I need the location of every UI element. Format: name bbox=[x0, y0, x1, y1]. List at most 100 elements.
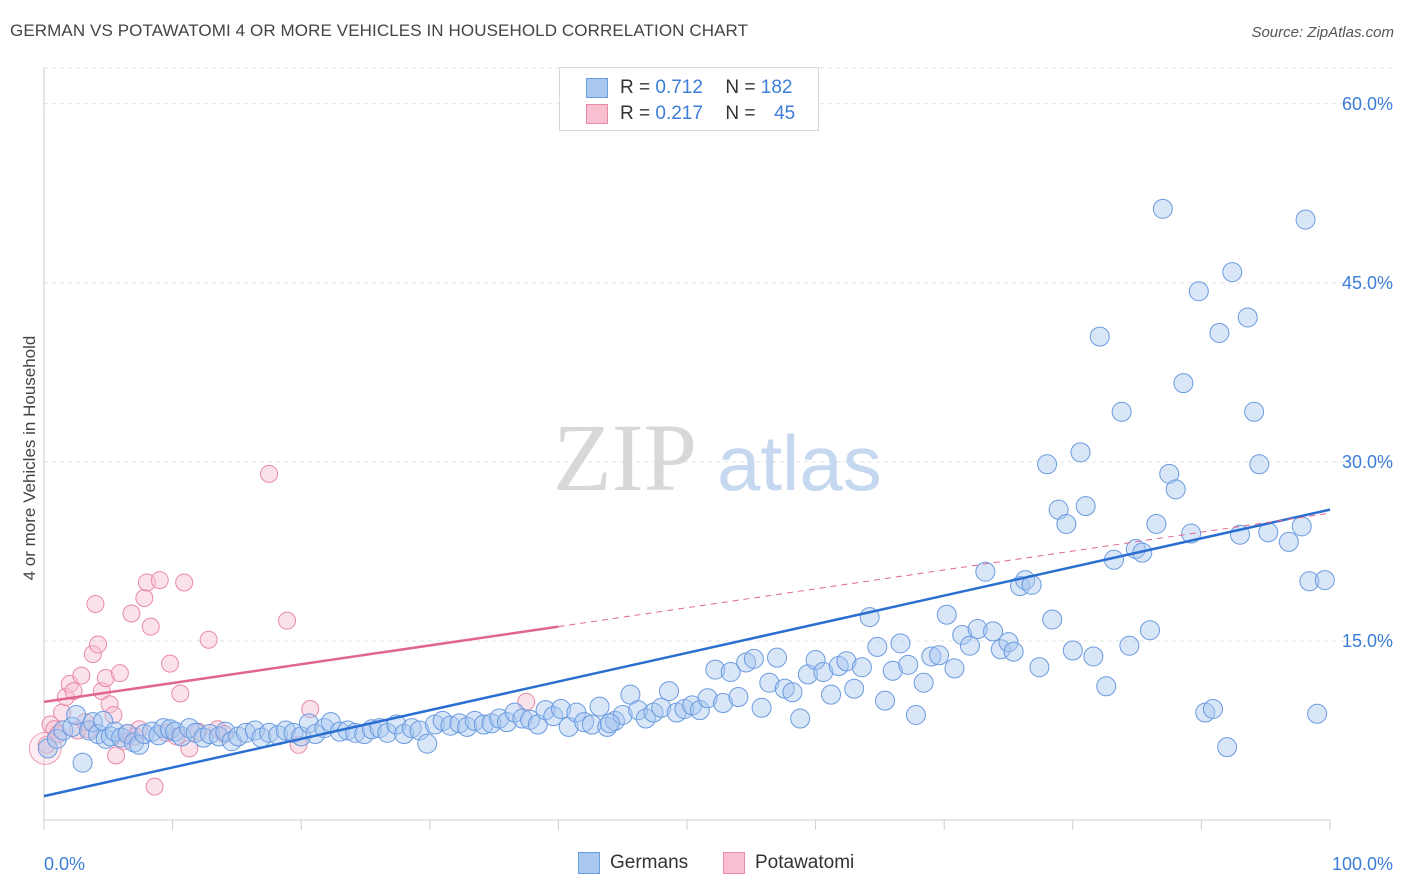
germans-point bbox=[550, 698, 571, 719]
potawatomi-point bbox=[96, 668, 115, 687]
potawatomi-point bbox=[122, 604, 141, 623]
germans-point bbox=[929, 645, 950, 666]
germans-point bbox=[1056, 513, 1077, 534]
germans-point bbox=[836, 651, 857, 672]
bottom-swatch-germans bbox=[578, 852, 600, 874]
germans-point bbox=[1083, 646, 1104, 667]
germans-point bbox=[1075, 496, 1096, 517]
legend-n-value: 182 bbox=[760, 77, 793, 98]
germans-point bbox=[46, 728, 67, 749]
legend-swatch-germans bbox=[586, 78, 608, 98]
germans-point bbox=[844, 678, 865, 699]
legend-r-label: R = bbox=[620, 77, 651, 98]
germans-point bbox=[936, 604, 957, 625]
germans-point bbox=[983, 621, 1004, 642]
germans-point bbox=[111, 727, 132, 748]
germans-point bbox=[82, 712, 103, 733]
germans-point bbox=[124, 732, 145, 753]
legend-swatch-potawatomi bbox=[586, 104, 608, 124]
germans-point bbox=[990, 639, 1011, 660]
germans-point bbox=[697, 688, 718, 709]
germans-point bbox=[1152, 198, 1173, 219]
germans-point bbox=[952, 624, 973, 645]
germans-point bbox=[743, 648, 764, 669]
legend-r-value: 0.217 bbox=[655, 103, 703, 124]
watermark-zip: ZIP bbox=[553, 404, 697, 511]
potawatomi-point bbox=[64, 682, 83, 701]
germans-point bbox=[193, 727, 214, 748]
germans-point bbox=[142, 721, 163, 742]
germans-point bbox=[1237, 307, 1258, 328]
germans-point bbox=[875, 690, 896, 711]
germans-point bbox=[401, 718, 422, 739]
germans-point bbox=[1146, 513, 1167, 534]
germans-point bbox=[689, 700, 710, 721]
germans-point bbox=[1188, 281, 1209, 302]
y-tick-label: 30.0% bbox=[1342, 452, 1393, 472]
germans-point bbox=[134, 724, 155, 745]
germans-point bbox=[921, 646, 942, 667]
germans-point bbox=[713, 693, 734, 714]
tick-labels: 15.0% 30.0% 45.0% 60.0% 0.0% 100.0% bbox=[44, 94, 1393, 874]
germans-point bbox=[905, 704, 926, 725]
germans-point bbox=[512, 708, 533, 729]
germans-point bbox=[1217, 737, 1238, 758]
bottom-legend-label: Potawatomi bbox=[755, 852, 855, 873]
bottom-legend-potawatomi: Potawatomi bbox=[723, 852, 854, 874]
germans-point bbox=[1202, 698, 1223, 719]
germans-point bbox=[72, 752, 93, 773]
germans-point bbox=[867, 636, 888, 657]
germans-point bbox=[1089, 326, 1110, 347]
germans-point bbox=[215, 721, 236, 742]
germans-point bbox=[62, 716, 83, 737]
germans-point bbox=[944, 658, 965, 679]
potawatomi-point bbox=[278, 611, 297, 630]
potawatomi-point bbox=[199, 630, 218, 649]
legend-row-germans: R = 0.712 N = 182 bbox=[586, 76, 792, 100]
germans-point bbox=[1042, 609, 1063, 630]
germans-point bbox=[805, 650, 826, 671]
x-tick-label: 0.0% bbox=[44, 854, 85, 874]
germans-point bbox=[599, 713, 620, 734]
germans-point bbox=[1096, 676, 1117, 697]
potawatomi-point bbox=[100, 695, 119, 714]
watermark-atlas: atlas bbox=[717, 419, 882, 507]
potawatomi-trend-extension bbox=[558, 512, 1331, 628]
germans-point bbox=[1037, 454, 1058, 475]
germans-point bbox=[651, 697, 672, 718]
y-tick-label: 15.0% bbox=[1342, 631, 1393, 651]
watermark: ZIP atlas bbox=[553, 404, 882, 511]
germans-point bbox=[473, 714, 494, 735]
germans-point bbox=[728, 687, 749, 708]
germans-point bbox=[1062, 640, 1083, 661]
potawatomi-point bbox=[72, 666, 91, 685]
germans-point bbox=[1249, 454, 1270, 475]
potawatomi-point bbox=[171, 684, 190, 703]
germans-point bbox=[1209, 322, 1230, 343]
germans-point bbox=[409, 720, 430, 741]
potawatomi-point bbox=[175, 573, 194, 592]
germans-point bbox=[1139, 620, 1160, 641]
germans-point bbox=[882, 660, 903, 681]
potawatomi-point bbox=[104, 705, 123, 724]
germans-point bbox=[153, 718, 174, 739]
germans-point bbox=[581, 714, 602, 735]
germans-point bbox=[543, 706, 564, 727]
bottom-swatch-potawatomi bbox=[723, 852, 745, 874]
germans-point bbox=[959, 635, 980, 656]
germans-point bbox=[975, 561, 996, 582]
germans-point bbox=[1111, 401, 1132, 422]
legend-n-value: 45 bbox=[774, 103, 796, 124]
germans-point bbox=[1295, 209, 1316, 230]
germans-trend-line bbox=[43, 508, 1331, 798]
axes bbox=[43, 68, 1331, 830]
trend-lines bbox=[43, 508, 1331, 798]
potawatomi-point bbox=[89, 635, 108, 654]
germans-point bbox=[1003, 641, 1024, 662]
x-tick-label: 100.0% bbox=[1332, 854, 1393, 874]
germans-point bbox=[1278, 531, 1299, 552]
germans-point bbox=[1244, 401, 1265, 422]
germans-point bbox=[1222, 262, 1243, 283]
potawatomi-point bbox=[145, 777, 164, 796]
germans-point bbox=[1029, 657, 1050, 678]
